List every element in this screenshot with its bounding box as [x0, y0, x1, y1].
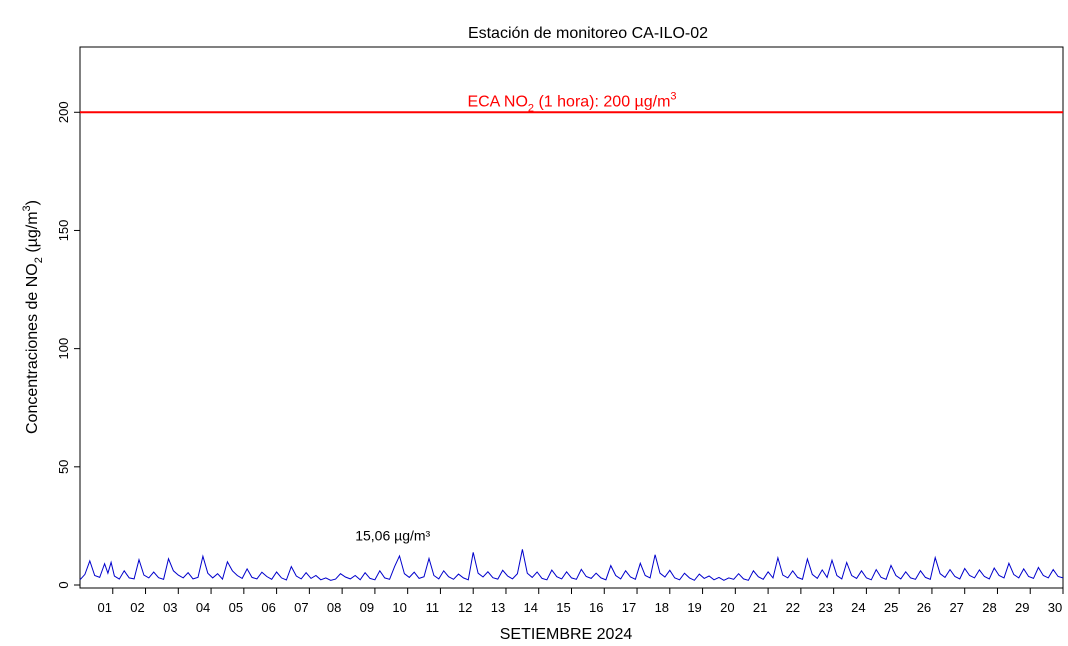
x-tick-label: 21 [753, 600, 767, 615]
x-tick-label: 18 [655, 600, 669, 615]
x-tick-label: 16 [589, 600, 603, 615]
x-axis-label: SETIEMBRE 2024 [500, 626, 633, 643]
x-tick-label: 06 [261, 600, 275, 615]
x-tick-label: 15 [556, 600, 570, 615]
x-tick-label: 07 [294, 600, 308, 615]
x-tick-label: 28 [982, 600, 996, 615]
x-tick-label: 29 [1015, 600, 1029, 615]
y-tick-label: 100 [56, 338, 71, 360]
x-tick-label: 14 [523, 600, 537, 615]
x-tick-label: 19 [687, 600, 701, 615]
x-tick-label: 04 [196, 600, 210, 615]
x-tick-label: 30 [1048, 600, 1062, 615]
x-tick-label: 13 [491, 600, 505, 615]
y-tick-label: 50 [56, 460, 71, 474]
x-tick-label: 01 [98, 600, 112, 615]
x-tick-label: 17 [622, 600, 636, 615]
x-tick-label: 23 [818, 600, 832, 615]
chart-title: Estación de monitoreo CA-ILO-02 [468, 25, 708, 42]
x-tick-label: 10 [392, 600, 406, 615]
y-axis: 0 50 100 150 200 [56, 101, 80, 589]
x-tick-label: 03 [163, 600, 177, 615]
x-tick-label: 25 [884, 600, 898, 615]
x-tick-label: 20 [720, 600, 734, 615]
x-tick-label: 26 [917, 600, 931, 615]
threshold-label: ECA NO2 (1 hora): 200 µg/m3 [467, 90, 676, 114]
y-tick-label: 0 [56, 581, 71, 588]
x-axis: 01 02 03 04 05 06 07 08 09 10 11 12 13 14 15 16 17 18 19 20… [98, 588, 1064, 615]
y-tick-label: 200 [56, 101, 71, 123]
x-tick-label: 08 [327, 600, 341, 615]
x-tick-label: 24 [851, 600, 865, 615]
x-tick-label: 05 [229, 600, 243, 615]
plot-frame [79, 46, 1064, 589]
y-tick-label: 150 [56, 220, 71, 242]
x-tick-label: 02 [130, 600, 144, 615]
x-tick-label: 22 [786, 600, 800, 615]
x-tick-label: 11 [426, 600, 440, 615]
x-tick-label: 09 [360, 600, 374, 615]
max-value-annotation: 15,06 µg/m³ [355, 527, 430, 543]
y-axis-label: Concentraciones de NO2 (µg/m3) [21, 200, 45, 434]
x-tick-label: 27 [949, 600, 963, 615]
no2-series-line [79, 549, 1064, 581]
x-tick-label: 12 [458, 600, 472, 615]
